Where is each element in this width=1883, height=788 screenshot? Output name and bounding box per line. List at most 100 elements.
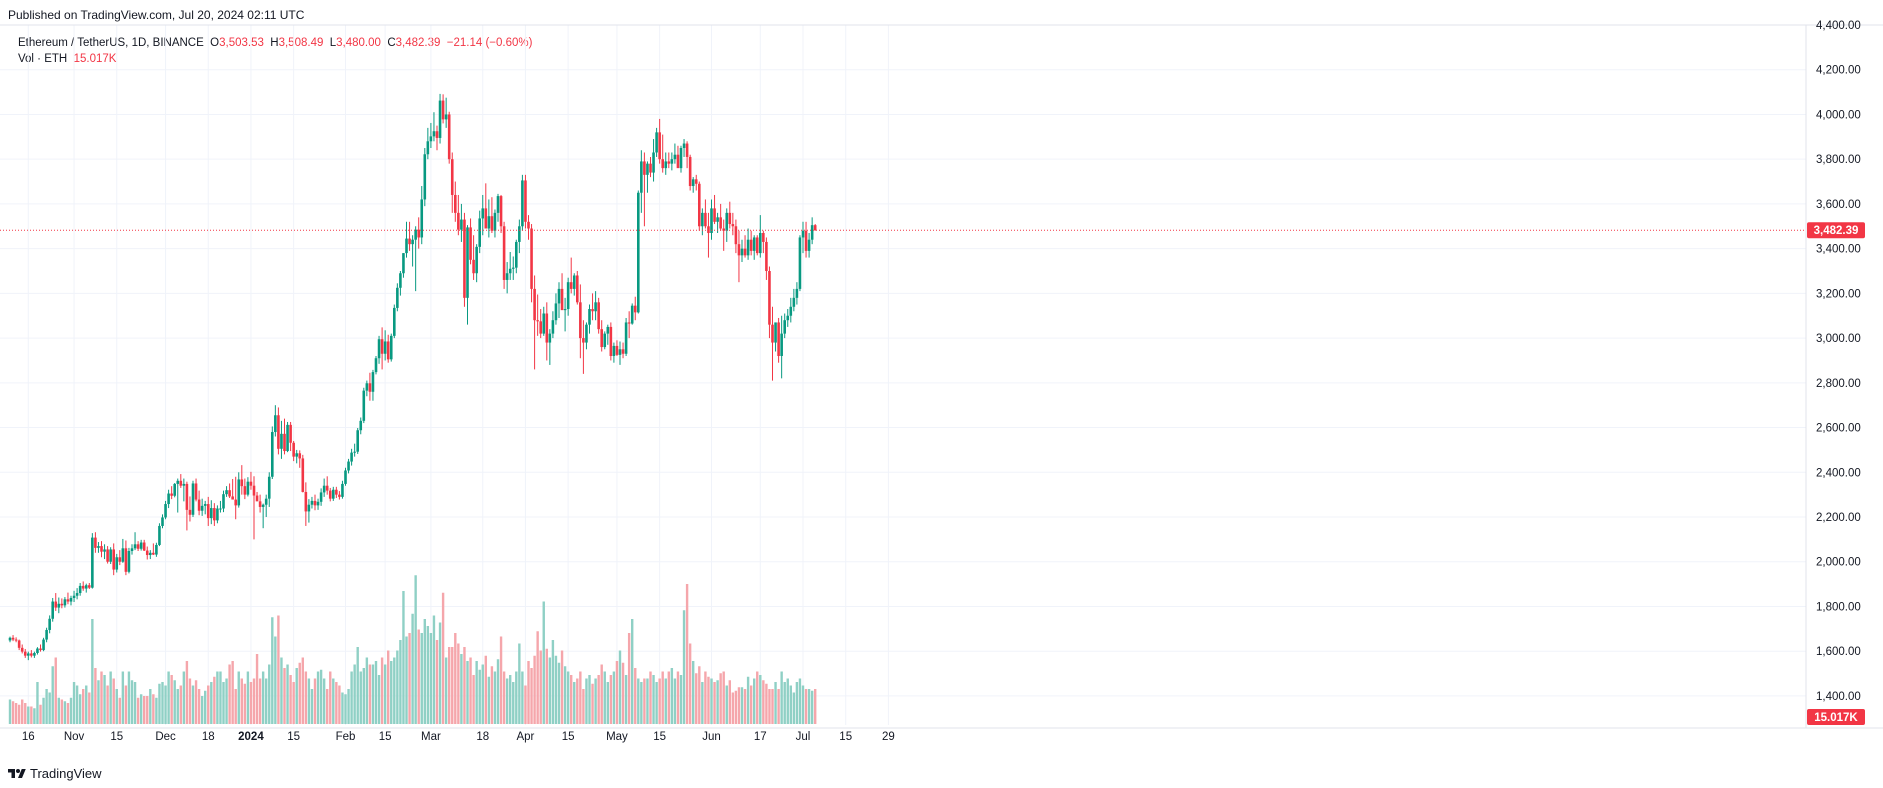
candle-body — [765, 241, 768, 272]
candle-body — [11, 637, 15, 640]
volume-bar — [402, 591, 405, 724]
volume-bar — [698, 666, 701, 724]
volume-bar — [530, 668, 533, 724]
candle-body — [170, 493, 173, 496]
candle-body — [688, 156, 692, 187]
last-volume-badge — [1807, 709, 1865, 725]
candle-body — [646, 163, 649, 175]
volume-bar — [713, 682, 716, 724]
candle-body — [103, 549, 106, 552]
candle-body — [60, 603, 64, 606]
volume-bar — [170, 675, 173, 724]
volume-bar — [746, 676, 750, 724]
candle-body — [188, 509, 192, 515]
candle-body — [72, 595, 76, 598]
volume-bar — [11, 701, 15, 724]
candle-body — [307, 504, 311, 512]
candle-body — [66, 599, 70, 602]
candle-body — [88, 585, 91, 588]
candle-body — [115, 557, 119, 570]
candle-body — [447, 114, 451, 160]
volume-bar — [765, 683, 768, 724]
candle-body — [283, 433, 286, 452]
candle-body — [124, 548, 128, 572]
tradingview-brand[interactable]: TradingView — [8, 766, 102, 781]
candle-body — [179, 480, 183, 486]
volume-bar — [130, 680, 134, 724]
candle-body — [490, 216, 494, 231]
volume-bar — [411, 613, 414, 724]
time-tick-label: Mar — [421, 731, 441, 743]
candle-body — [499, 196, 503, 227]
candle-body — [633, 305, 637, 313]
candle-body — [511, 267, 515, 269]
volume-bar — [460, 654, 463, 724]
candle-body — [786, 315, 790, 321]
volume-bar — [396, 650, 399, 724]
candle-body — [515, 241, 518, 268]
volume-bar — [435, 640, 439, 724]
candle-body — [777, 322, 780, 356]
volume-bar — [634, 668, 637, 724]
candle-body — [460, 219, 463, 230]
candle-body — [630, 305, 634, 324]
price-tick-label: 1,600.00 — [1816, 646, 1861, 658]
candle-body — [149, 552, 152, 556]
candle-body — [487, 216, 491, 229]
candle-body — [643, 161, 646, 175]
close-label: C — [387, 37, 396, 49]
volume-bar — [518, 643, 521, 724]
candle-body — [444, 114, 448, 120]
volume-bar — [527, 661, 530, 724]
volume-bar — [39, 704, 42, 724]
candle-body — [551, 320, 555, 334]
volume-bar — [200, 696, 204, 724]
volume-label[interactable]: Vol · ETH — [18, 53, 68, 65]
candle-body — [292, 442, 295, 457]
price-tick-label: 1,400.00 — [1816, 691, 1861, 703]
volume-bar — [512, 682, 515, 724]
volume-bar — [573, 682, 576, 724]
volume-bar — [509, 675, 512, 724]
candle-body — [389, 335, 393, 360]
price-tick-label: 2,600.00 — [1816, 423, 1861, 435]
volume-bar — [679, 675, 683, 724]
candle-body — [130, 548, 134, 552]
volume-bar — [771, 689, 774, 724]
volume-bar — [326, 689, 329, 724]
price-tick-label: 2,200.00 — [1816, 512, 1861, 524]
volume-bar — [624, 675, 628, 724]
volume-bar — [743, 689, 747, 724]
volume-bar — [176, 689, 179, 724]
volume-bar — [243, 683, 247, 724]
volume-bar — [173, 680, 176, 724]
candle-body — [600, 329, 603, 348]
volume-bar — [304, 671, 308, 724]
volume-bar — [109, 671, 112, 724]
candle-body — [121, 548, 125, 562]
volume-bar — [356, 647, 359, 724]
volume-bar — [307, 678, 311, 724]
candle-body — [716, 217, 719, 222]
volume-bar — [585, 678, 588, 724]
time-tick-label: 16 — [22, 731, 35, 743]
volume-bar — [234, 689, 237, 724]
symbol-description[interactable]: Ethereum / TetherUS, 1D, BINANCE — [18, 37, 204, 49]
volume-bar — [426, 626, 430, 724]
candle-body — [591, 309, 594, 312]
candle-body — [328, 490, 332, 499]
candle-body — [402, 253, 405, 274]
volume-bar — [652, 675, 655, 724]
candle-body — [206, 504, 210, 519]
volume-bar — [682, 610, 686, 724]
volume-bar — [255, 654, 259, 724]
candle-body — [359, 420, 363, 431]
candle-body — [310, 500, 314, 505]
volume-bar — [82, 689, 85, 724]
volume-bar — [444, 657, 448, 724]
candle-body — [252, 485, 256, 496]
volume-bar — [615, 661, 619, 724]
candle-body — [414, 229, 417, 240]
price-tick-label: 2,000.00 — [1816, 557, 1861, 569]
